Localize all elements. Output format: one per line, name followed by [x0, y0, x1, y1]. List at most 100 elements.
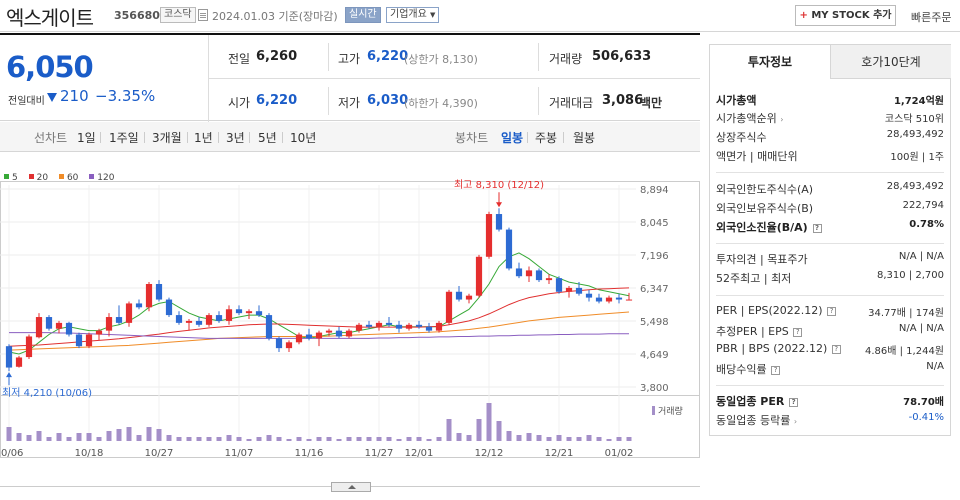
volume-bar	[386, 437, 392, 441]
tab-weekly[interactable]: 주봉	[535, 131, 558, 145]
candle-body	[15, 357, 23, 367]
candle-body	[435, 322, 443, 331]
w52-low-value: 2,700	[915, 270, 944, 281]
candle-body	[125, 303, 133, 323]
unit-value: 1주	[928, 152, 944, 163]
amount-label: 거래대금	[549, 96, 594, 110]
volume-bar	[116, 429, 122, 441]
candle-body	[535, 270, 543, 281]
foreign-limit-row: 외국인한도주식수(A) 28,493,492	[716, 181, 944, 199]
candle-body	[25, 336, 33, 358]
industry-per-row: 동일업종 PER ? 78.70배	[716, 393, 944, 411]
candle-body	[425, 326, 433, 331]
volume-bar	[446, 419, 452, 441]
x-tick-label: 10/06	[0, 448, 23, 459]
volume-bar	[566, 437, 572, 441]
ma-line-20	[8, 287, 630, 347]
divider	[538, 43, 539, 71]
tab-monthly[interactable]: 월봉	[573, 131, 596, 145]
candle-body	[105, 317, 113, 331]
volume-bar	[236, 437, 242, 441]
chart-collapse-handle[interactable]	[331, 482, 371, 492]
help-icon[interactable]: ?	[831, 345, 841, 354]
chevron-down-icon: ▼	[430, 11, 436, 19]
help-icon[interactable]: ?	[771, 366, 781, 375]
stock-chart[interactable]: 5 20 60 120 8,894 8,045 7,196 6,347 5,498 4,6…	[0, 165, 700, 465]
pbr-value: 4.86배	[864, 346, 897, 357]
x-tick-label: 01/02	[605, 448, 634, 459]
candle-body	[605, 297, 613, 302]
candle-body	[235, 309, 243, 314]
candle-body	[315, 332, 323, 339]
candle-body	[245, 311, 253, 314]
candle-body	[145, 283, 153, 308]
tab-investment-info[interactable]: 투자정보	[710, 45, 830, 79]
candle-body	[305, 334, 313, 339]
volume-bar	[196, 437, 202, 441]
add-mystock-button[interactable]: + MY STOCK 추가	[795, 5, 896, 26]
help-icon[interactable]: ?	[793, 328, 803, 337]
candle-body	[495, 214, 503, 230]
divider	[249, 132, 250, 143]
volume-bar	[586, 435, 592, 441]
price-summary: 6,050 전일대비 210 −3.35% 전일 6,260 고가 6,220 …	[0, 33, 700, 122]
candle-body	[335, 330, 343, 337]
company-overview-button[interactable]: 기업개요 ▼	[386, 7, 440, 23]
tab-line-chart[interactable]: 선차트	[34, 131, 68, 145]
par-row: 액면가 | 매매단위 100원 | 1주	[716, 150, 944, 163]
x-tick-label: 10/18	[75, 448, 104, 459]
tab-quote-10[interactable]: 호가10단계	[830, 45, 951, 79]
volume-bar	[56, 433, 62, 441]
candle-body	[285, 342, 293, 349]
legend-ma60: 60	[58, 173, 78, 183]
est-per-label: 추정PER	[716, 325, 758, 338]
candle-body	[475, 256, 483, 296]
par-label: 액면가	[716, 150, 747, 163]
candle-body	[225, 309, 233, 321]
eps-label: EPS(2022.12)	[747, 304, 823, 317]
candle-body	[445, 291, 453, 323]
volume-bar	[286, 439, 292, 441]
y-tick-label: 8,045	[640, 218, 669, 229]
tab-1d[interactable]: 1일	[77, 131, 96, 145]
help-icon[interactable]: ?	[789, 398, 799, 407]
volume-bar	[626, 437, 632, 441]
volume-bar	[346, 437, 352, 441]
candle-body	[595, 297, 603, 302]
candle-body	[565, 287, 573, 292]
divider	[538, 87, 539, 115]
help-icon[interactable]: ?	[827, 307, 837, 316]
volume-bar	[226, 435, 232, 441]
help-icon[interactable]: ?	[812, 224, 822, 233]
volume-bar	[76, 433, 82, 441]
tab-3m[interactable]: 3개월	[152, 131, 182, 145]
high-annotation: 최고 8,310 (12/12)	[454, 179, 544, 191]
volume-bar	[486, 403, 492, 441]
tab-3y[interactable]: 3년	[226, 131, 245, 145]
w52-high-value: 8,310	[876, 270, 906, 281]
volume-bar	[416, 437, 422, 441]
y-tick-label: 5,498	[640, 317, 669, 328]
legend-ma20: 20	[28, 173, 48, 183]
volume-bar	[526, 433, 532, 441]
industry-per-label: 동일업종 PER	[716, 395, 785, 408]
industry-per-value: 78.70배	[903, 397, 944, 408]
realtime-button[interactable]: 실시간	[345, 7, 381, 23]
divider	[100, 132, 101, 143]
tab-candle-chart[interactable]: 봉차트	[455, 131, 489, 145]
volume-bar	[156, 429, 162, 441]
volume-bar	[206, 437, 212, 441]
volume-bar	[96, 437, 102, 441]
tab-daily[interactable]: 일봉	[501, 131, 524, 145]
tab-5y[interactable]: 5년	[258, 131, 277, 145]
quick-order-link[interactable]: 빠른주문	[911, 11, 952, 24]
x-tick-label: 11/07	[225, 448, 254, 459]
candle-body	[185, 320, 193, 323]
candle-body	[95, 330, 103, 335]
volume-bar	[316, 437, 322, 441]
tab-1y[interactable]: 1년	[194, 131, 213, 145]
tab-10y[interactable]: 10년	[290, 131, 317, 145]
tab-1w[interactable]: 1주일	[109, 131, 139, 145]
divider	[716, 295, 944, 296]
volume-bar	[556, 435, 562, 441]
